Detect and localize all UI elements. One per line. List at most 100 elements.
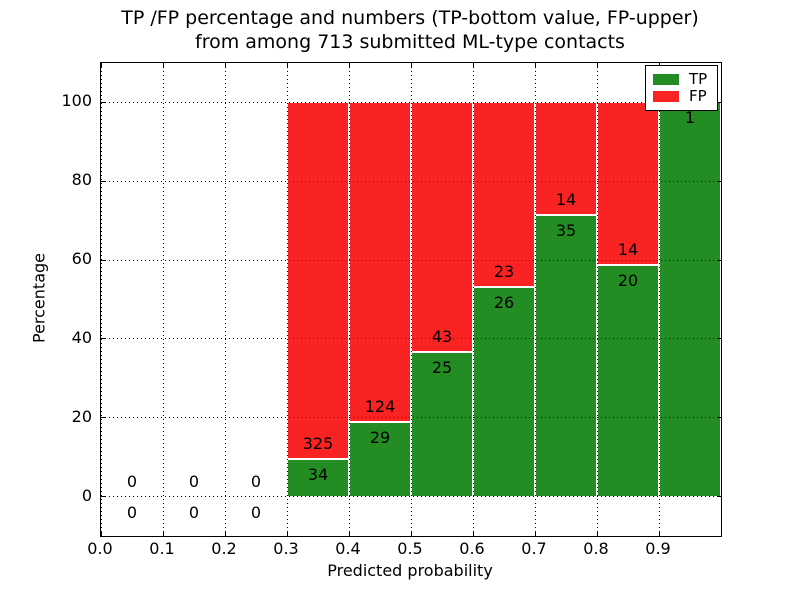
legend-item-tp: TP (653, 72, 713, 87)
y-tick-right (717, 417, 721, 419)
v-gridline (410, 63, 412, 536)
y-tick-label: 100 (61, 91, 92, 111)
bar-fp (349, 102, 411, 422)
chart-title: TP /FP percentage and numbers (TP-bottom… (100, 6, 720, 54)
x-tick-top (286, 63, 288, 67)
annotation-tp-count: 1 (684, 108, 696, 128)
v-gridline (658, 63, 660, 536)
x-tick (224, 532, 226, 536)
bar-tp (349, 421, 411, 497)
annotation-fp-count: 14 (617, 239, 639, 259)
annotation-fp-count: 0 (126, 471, 138, 491)
x-tick (100, 532, 102, 536)
y-tick (101, 180, 105, 182)
annotation-fp-count: 124 (364, 396, 396, 416)
y-tick-label: 20 (71, 406, 92, 426)
plot-area: 0000003253412429432523261435142001 (100, 62, 722, 537)
bar-fp (411, 102, 473, 352)
y-tick (101, 101, 105, 103)
x-tick-top (596, 63, 598, 67)
fp-color-swatch (653, 91, 679, 102)
y-tick (101, 259, 105, 261)
v-gridline (162, 63, 164, 536)
annotation-tp-count: 35 (555, 221, 577, 241)
x-tick-label: 0.5 (397, 539, 423, 558)
y-tick-label: 40 (71, 327, 92, 347)
annotation-tp-count: 0 (250, 502, 262, 522)
bar-tp (287, 459, 349, 497)
x-tick-label: 0.7 (521, 539, 547, 558)
x-tick-label: 0.2 (211, 539, 237, 558)
tp-color-swatch (653, 74, 679, 85)
x-tick-label: 0.4 (335, 539, 361, 558)
bar-tp (473, 287, 535, 497)
x-tick (596, 532, 598, 536)
bar-fp (535, 102, 597, 216)
x-tick-top (534, 63, 536, 67)
y-tick-right (717, 101, 721, 103)
y-tick-label: 80 (71, 170, 92, 190)
chart-title-line1: TP /FP percentage and numbers (TP-bottom… (121, 7, 699, 29)
y-tick (101, 338, 105, 340)
y-tick-right (717, 180, 721, 182)
v-gridline (224, 63, 226, 536)
bar-tp (535, 215, 597, 497)
annotation-tp-count: 20 (617, 270, 639, 290)
chart-title-line2: from among 713 submitted ML-type contact… (195, 31, 625, 53)
bar-fp (287, 102, 349, 460)
legend-label-tp: TP (689, 70, 708, 88)
y-tick-right (717, 259, 721, 261)
v-gridline (286, 63, 288, 536)
annotation-fp-count: 0 (188, 471, 200, 491)
x-tick-label: 0.1 (149, 539, 175, 558)
x-tick-top (224, 63, 226, 67)
annotation-fp-count: 14 (555, 190, 577, 210)
x-tick-top (100, 63, 102, 67)
y-axis-label: Percentage (29, 252, 49, 344)
annotation-fp-count: 23 (493, 262, 515, 282)
x-tick (162, 532, 164, 536)
v-gridline (534, 63, 536, 536)
v-gridline (348, 63, 350, 536)
v-gridline (596, 63, 598, 536)
y-tick-right (717, 496, 721, 498)
x-tick-top (162, 63, 164, 67)
x-tick (472, 532, 474, 536)
legend-item-fp: FP (653, 89, 713, 104)
x-tick (658, 532, 660, 536)
annotation-fp-count: 0 (250, 471, 262, 491)
x-tick-top (410, 63, 412, 67)
y-tick (101, 417, 105, 419)
x-tick (286, 532, 288, 536)
annotation-fp-count: 43 (431, 326, 453, 346)
v-gridline (100, 63, 102, 536)
annotation-tp-count: 34 (307, 465, 329, 485)
x-tick-top (348, 63, 350, 67)
x-tick (348, 532, 350, 536)
bar-tp (411, 351, 473, 497)
legend: TP FP (645, 65, 718, 111)
bar-fp (597, 102, 659, 265)
bar-tp (659, 102, 721, 497)
x-tick-top (472, 63, 474, 67)
x-tick-label: 0.0 (87, 539, 113, 558)
bar-tp (597, 264, 659, 497)
x-tick-label: 0.9 (645, 539, 671, 558)
annotation-tp-count: 0 (188, 502, 200, 522)
x-tick-label: 0.6 (459, 539, 485, 558)
x-axis-label: Predicted probability (327, 561, 493, 580)
annotation-tp-count: 25 (431, 357, 453, 377)
v-gridline (472, 63, 474, 536)
x-tick-label: 0.3 (273, 539, 299, 558)
x-tick (534, 532, 536, 536)
y-tick-label: 0 (81, 485, 92, 505)
annotation-tp-count: 29 (369, 427, 391, 447)
legend-label-fp: FP (689, 87, 707, 105)
y-tick (101, 496, 105, 498)
x-tick (410, 532, 412, 536)
x-tick-label: 0.8 (583, 539, 609, 558)
bar-fp (473, 102, 535, 288)
y-tick-right (717, 338, 721, 340)
annotation-tp-count: 0 (126, 502, 138, 522)
